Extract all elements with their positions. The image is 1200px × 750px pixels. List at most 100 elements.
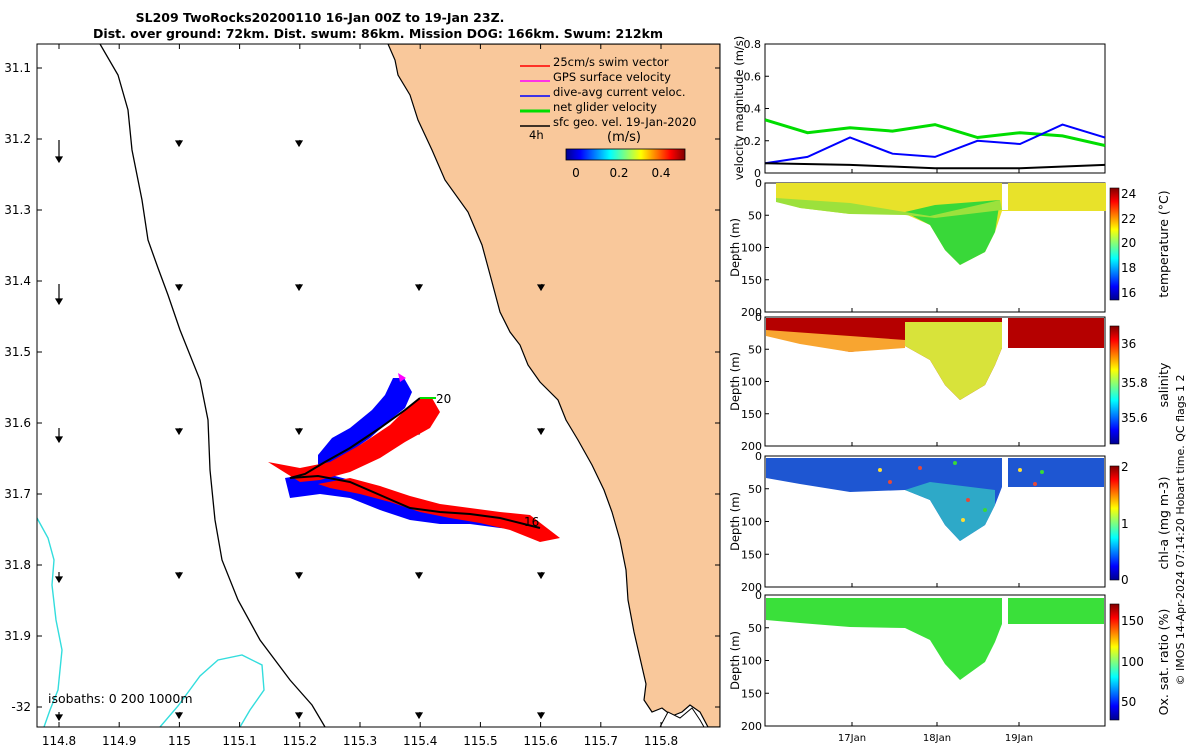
gps-velocity-marker [398, 373, 406, 382]
oxygen-panel [764, 594, 1106, 727]
velocity-ylabel: velocity magnitude (m/s) [732, 36, 746, 181]
chlorophyll-deep-max [905, 482, 995, 541]
section-y-tick-label: 50 [748, 343, 762, 356]
geo-velocity-arrowhead [294, 712, 304, 720]
salinity-transition [766, 330, 905, 352]
geo-velocity-arrowhead [174, 428, 184, 436]
geo-velocity-arrowhead [536, 712, 546, 720]
colorbar-tick-label: 16 [1121, 286, 1136, 300]
geo-velocity-arrowhead [174, 140, 184, 148]
map-panel: 20 16 114.8 114.9 115 115.1 115.2 115.3 115.4 1… [4, 43, 721, 748]
section-ylabel: Depth (m) [728, 218, 742, 277]
track-label-start: 16 [524, 515, 539, 529]
legend-scale-label: 4h [529, 128, 544, 142]
velocity-series-line [765, 118, 1105, 148]
section-ylabel: Depth (m) [728, 492, 742, 551]
chlorophyll-panel [764, 455, 1106, 588]
section-y-tick-label: 200 [741, 720, 762, 733]
temperature-colorbar [1109, 187, 1120, 301]
title-line-2: Dist. over ground: 72km. Dist. swum: 86k… [93, 26, 663, 41]
section-y-tick-label: 100 [741, 655, 762, 668]
map-x-ticks: 114.8 114.9 115 115.1 115.2 115.3 115.4 115.5 11… [42, 44, 678, 748]
velocity-panel: 0 0.2 0.4 0.6 0.8 velocity magnitude (m/s) [732, 36, 1106, 181]
map-legend: 25cm/s swim vector GPS surface velocity … [520, 55, 697, 180]
time-tick-label: 17Jan [838, 733, 866, 744]
colorbar-tick-label: 20 [1121, 236, 1136, 250]
colorbar-label: temperature (°C) [1156, 190, 1171, 297]
geo-velocity-arrowhead [414, 284, 424, 292]
colorbar-label: salinity [1156, 362, 1171, 407]
salinity-panel [764, 316, 1106, 447]
salinity-low-core [905, 322, 1002, 400]
map-y-ticks: 31.1 31.2 31.3 31.4 31.5 31.6 31.7 31.8 31.9 -32 [4, 61, 720, 714]
section-y-tick-label: 0 [755, 177, 762, 190]
isobath-200m [99, 44, 326, 727]
colorbar-tick-label: 50 [1121, 695, 1136, 709]
geo-velocity-arrowhead [414, 572, 424, 580]
chlorophyll-sample [888, 480, 892, 484]
map-y-tick-label: 31.2 [4, 132, 31, 146]
chlorophyll-colorbar [1109, 465, 1120, 581]
map-x-tick-label: 114.8 [42, 734, 76, 748]
colorbar-tick-label: 2 [1121, 460, 1129, 474]
colorbar-tick-label: 0 [1121, 573, 1129, 587]
chlorophyll-sample [878, 468, 882, 472]
geo-velocity-arrowhead [54, 714, 64, 722]
glider-track: 20 16 [268, 373, 560, 542]
geo-velocity-arrowhead [174, 712, 184, 720]
section-y-tick-label: 200 [741, 306, 762, 319]
legend-current-velocity: dive-avg current veloc. [553, 85, 686, 99]
map-x-tick-label: 115.4 [403, 734, 437, 748]
velocity-y-tick-label: 0.8 [744, 38, 762, 51]
geo-velocity-arrowhead [294, 140, 304, 148]
colorbar-tick-2: 0.4 [651, 166, 670, 180]
colorbar-tick-0: 0 [572, 166, 580, 180]
geo-velocity-arrowhead [294, 284, 304, 292]
velocity-series-line [765, 123, 1105, 165]
section-ylabel: Depth (m) [728, 352, 742, 411]
geo-velocity-arrowhead [294, 572, 304, 580]
map-x-tick-label: 115.1 [222, 734, 256, 748]
colorbar-tick-label: 22 [1121, 212, 1136, 226]
section-y-tick-label: 100 [741, 376, 762, 389]
temperature-thermocline [776, 198, 1002, 218]
map-x-tick-label: 114.9 [102, 734, 136, 748]
map-coastline-detail [659, 707, 705, 727]
section-y-tick-label: 100 [741, 242, 762, 255]
section-y-tick-label: 150 [741, 548, 762, 561]
geo-velocity-arrowhead [536, 428, 546, 436]
chlorophyll-sample [1018, 468, 1022, 472]
velocity-y-tick-label: 0.2 [744, 135, 762, 148]
colorbar-tick-label: 36 [1121, 337, 1136, 351]
colorbar-tick-label: 24 [1121, 187, 1136, 201]
temperature-panel [764, 182, 1106, 313]
geo-velocity-arrowhead [414, 712, 424, 720]
section-y-tick-label: 150 [741, 408, 762, 421]
colorbar-tick-label: 18 [1121, 261, 1136, 275]
footer-credit: © IMOS 14-Apr-2024 07:14:20 Hobart time.… [1174, 375, 1187, 686]
track-line [289, 397, 541, 529]
title-line-1: SL209 TwoRocks20200110 16-Jan 00Z to 19-… [136, 10, 505, 25]
map-x-tick-label: 115.5 [463, 734, 497, 748]
section-ylabel: Depth (m) [728, 631, 742, 690]
chlorophyll-sample [983, 508, 987, 512]
time-tick-label: 19Jan [1005, 733, 1033, 744]
map-colorbar [565, 148, 686, 161]
section-y-tick-label: 150 [741, 274, 762, 287]
chlorophyll-sample [961, 518, 965, 522]
colorbar-tick-label: 35.8 [1121, 376, 1148, 390]
geo-velocity-arrowhead [294, 428, 304, 436]
colorbar-label: Ox. sat. ratio (%) [1156, 609, 1171, 716]
chlorophyll-sample [966, 498, 970, 502]
chlorophyll-sample [918, 466, 922, 470]
colorbar-tick-1: 0.2 [609, 166, 628, 180]
map-land [387, 44, 720, 727]
section-y-tick-label: 50 [748, 483, 762, 496]
colorbar-tick-label: 150 [1121, 614, 1144, 628]
velocity-y-tick-label: 0.4 [744, 103, 762, 116]
track-label-end: 20 [436, 392, 451, 406]
geo-velocity-arrowhead [536, 572, 546, 580]
time-tick-label: 18Jan [923, 733, 951, 744]
map-y-tick-label: 31.6 [4, 416, 31, 430]
section-y-tick-label: 150 [741, 687, 762, 700]
